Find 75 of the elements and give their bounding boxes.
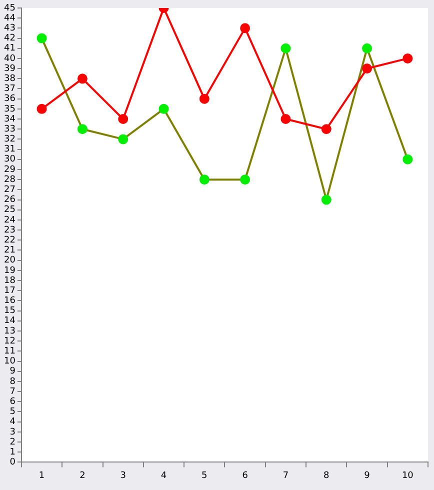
y-tick-label: 22 <box>4 235 16 246</box>
y-tick-label: 9 <box>10 366 16 377</box>
y-tick-label: 35 <box>4 104 16 114</box>
y-tick-label: 8 <box>10 376 16 387</box>
y-tick-label: 33 <box>4 124 16 134</box>
y-tick-label: 1 <box>10 447 16 458</box>
y-tick-label: 41 <box>4 44 16 54</box>
y-tick-label: 17 <box>4 286 16 296</box>
point <box>362 43 372 54</box>
y-tick-label: 40 <box>4 54 16 64</box>
y-tick-label: 30 <box>4 154 16 165</box>
point <box>402 154 413 164</box>
y-tick-label: 31 <box>4 144 16 155</box>
x-tick-label: 6 <box>242 470 248 481</box>
point <box>199 174 210 185</box>
x-tick-label: 9 <box>364 470 370 481</box>
y-tick-label: 18 <box>4 276 16 286</box>
point <box>321 194 332 205</box>
point <box>118 114 128 124</box>
x-tick-label: 10 <box>402 470 414 481</box>
point <box>402 53 413 64</box>
point <box>321 124 332 134</box>
point <box>280 114 291 124</box>
y-tick-label: 2 <box>10 437 16 448</box>
point <box>240 174 250 185</box>
y-tick-label: 20 <box>4 256 16 266</box>
y-tick-label: 29 <box>4 164 16 175</box>
y-tick-label: 42 <box>4 34 16 44</box>
y-tick-label: 23 <box>4 225 16 236</box>
y-tick-label: 11 <box>4 346 16 357</box>
point <box>362 64 372 74</box>
y-tick-label: 12 <box>4 336 16 346</box>
y-tick-label: 32 <box>4 134 16 145</box>
y-tick-label: 6 <box>10 396 16 407</box>
y-tick-label: 34 <box>4 114 16 124</box>
point <box>36 104 47 114</box>
y-tick-label: 5 <box>10 407 16 418</box>
x-tick-label: 2 <box>80 470 86 481</box>
x-tick-label: 3 <box>120 470 126 481</box>
point <box>118 134 128 144</box>
y-tick-label: 26 <box>4 195 16 206</box>
y-tick-label: 28 <box>4 174 16 185</box>
y-tick-label: 21 <box>4 246 16 256</box>
point <box>199 94 210 104</box>
y-tick-label: 4 <box>10 417 16 428</box>
y-tick-label: 15 <box>4 306 16 316</box>
y-tick-label: 37 <box>4 84 16 94</box>
point <box>240 23 250 34</box>
y-tick-label: 10 <box>4 356 16 367</box>
y-tick-label: 44 <box>4 13 16 24</box>
x-tick-label: 5 <box>202 470 208 481</box>
point <box>77 124 88 134</box>
point <box>280 43 291 54</box>
y-tick-label: 7 <box>10 386 16 397</box>
x-tick-label: 7 <box>282 470 289 481</box>
y-tick-label: 39 <box>4 64 16 74</box>
y-tick-label: 45 <box>4 3 16 14</box>
y-tick-label: 24 <box>4 215 16 226</box>
point <box>36 33 47 44</box>
y-tick-label: 36 <box>4 94 16 104</box>
y-tick-label: 19 <box>4 266 16 276</box>
point <box>158 104 169 114</box>
x-tick-label: 1 <box>38 470 45 481</box>
y-tick-label: 3 <box>10 427 16 438</box>
y-tick-label: 27 <box>4 185 16 196</box>
x-tick-label: 8 <box>323 470 330 481</box>
point <box>77 74 88 84</box>
y-tick-label: 25 <box>4 205 16 216</box>
y-tick-label: 13 <box>4 326 16 336</box>
y-tick-label: 43 <box>4 24 16 34</box>
y-tick-label: 0 <box>10 458 16 468</box>
y-tick-label: 14 <box>4 316 16 326</box>
y-tick-label: 38 <box>4 74 16 84</box>
x-tick-label: 4 <box>160 470 167 481</box>
y-tick-label: 16 <box>4 296 16 306</box>
